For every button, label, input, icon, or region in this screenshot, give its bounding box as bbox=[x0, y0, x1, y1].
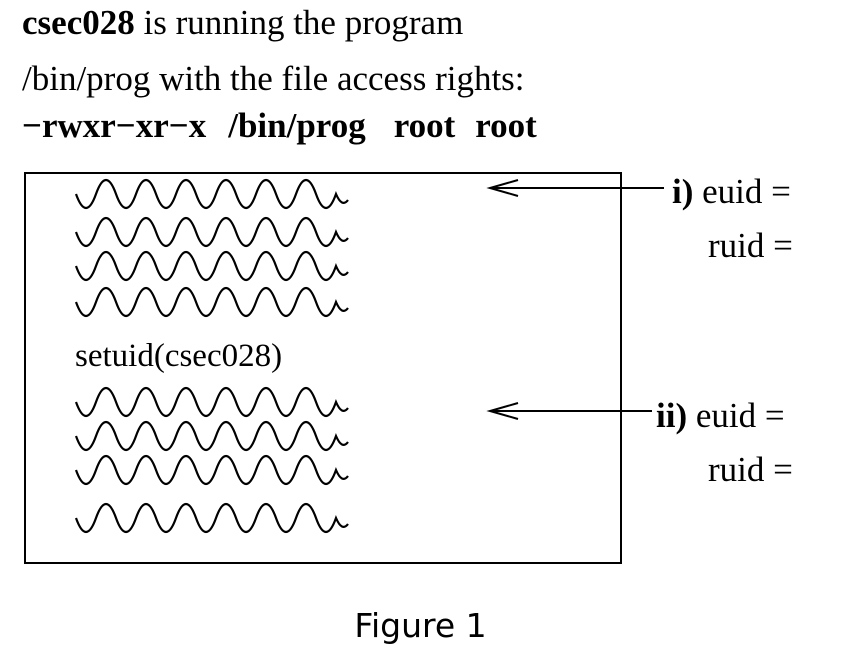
intro-line-2: /bin/prog with the file access rights: bbox=[22, 59, 525, 98]
permission-owner: root bbox=[393, 106, 456, 145]
wavy-code-line bbox=[74, 286, 349, 318]
wavy-code-line bbox=[74, 502, 349, 534]
euid-label: euid = bbox=[702, 172, 791, 211]
setuid-call: setuid(csec028) bbox=[75, 338, 283, 374]
intro-line-1-rest: is running the program bbox=[134, 3, 464, 42]
wavy-code-line bbox=[74, 250, 349, 282]
intro-line-1: csec028 is running the program bbox=[22, 3, 463, 43]
arrow-i bbox=[486, 179, 664, 197]
permission-line: −rwxr−xr−x/bin/prog root root bbox=[22, 106, 537, 146]
annotation-i-euid: i) euid = bbox=[672, 172, 791, 212]
user-name: csec028 bbox=[22, 3, 135, 42]
arrow-ii bbox=[486, 402, 652, 420]
annotation-ii-euid: ii) euid = bbox=[656, 396, 785, 436]
wavy-code-line bbox=[74, 420, 349, 452]
wavy-code-line bbox=[74, 386, 349, 418]
program-code-box bbox=[24, 172, 622, 564]
figure-caption: Figure 1 bbox=[354, 606, 487, 645]
euid-label: euid = bbox=[695, 396, 785, 435]
wavy-code-line bbox=[74, 454, 349, 486]
permission-path: /bin/prog bbox=[228, 106, 366, 145]
permission-group: root bbox=[475, 106, 537, 145]
wavy-code-line bbox=[74, 216, 349, 248]
ruid-label: ruid = bbox=[708, 226, 793, 265]
ruid-label: ruid = bbox=[708, 450, 793, 489]
annotation-i-marker: i) bbox=[672, 172, 694, 211]
wavy-code-line bbox=[74, 178, 349, 210]
permission-string: −rwxr−xr−x bbox=[22, 106, 207, 145]
annotation-ii-marker: ii) bbox=[656, 396, 688, 435]
